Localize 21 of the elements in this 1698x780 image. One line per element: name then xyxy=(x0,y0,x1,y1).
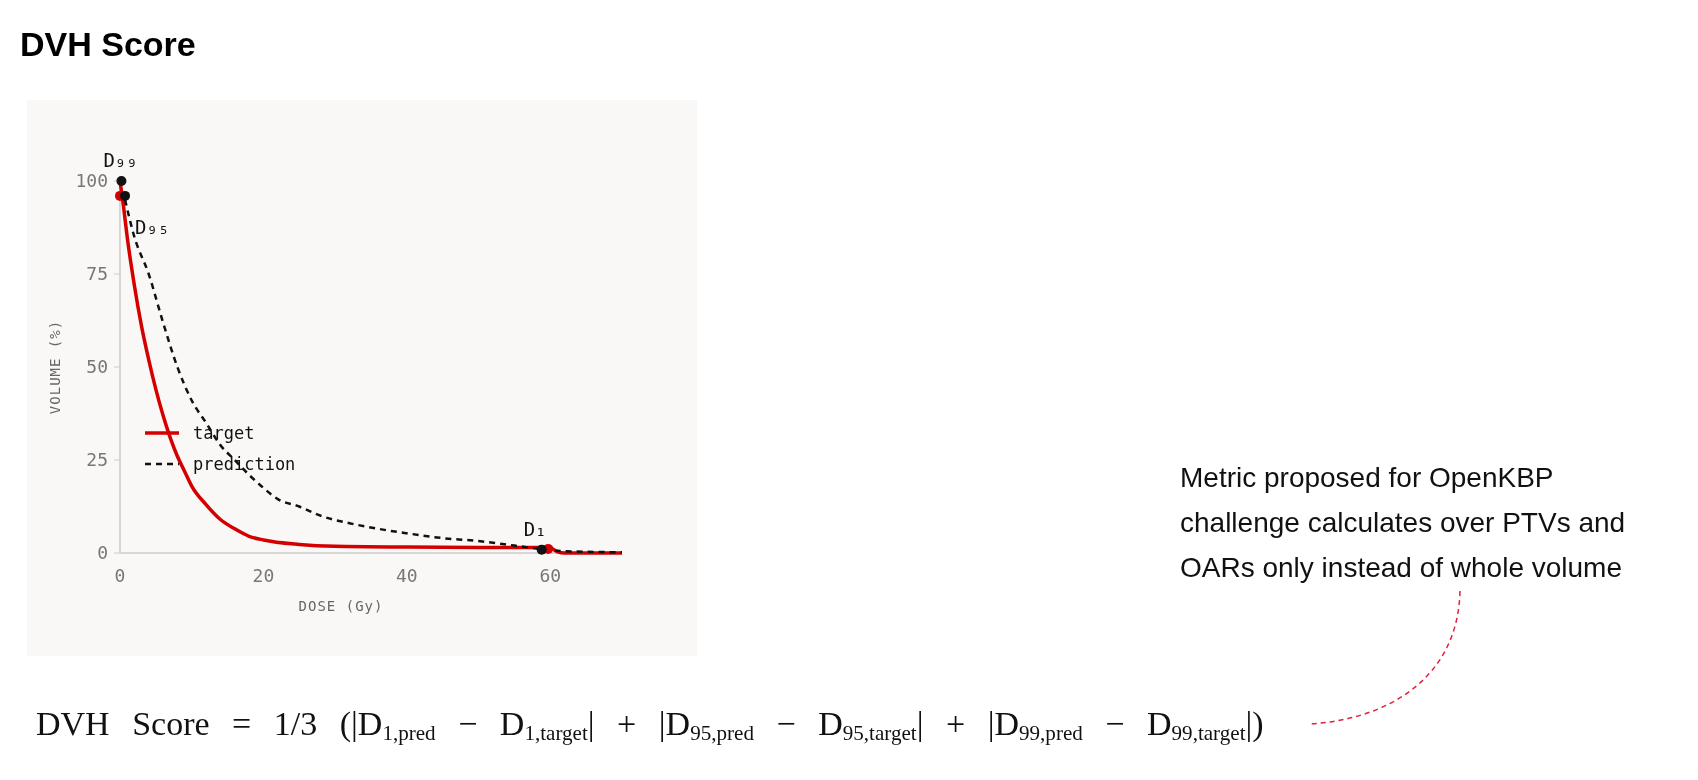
annotation: D₉₉ xyxy=(103,149,138,171)
text: Metric proposed for OpenKBP challenge calculates over PTVs and OARs only instead of whole volume xyxy=(1180,462,1626,583)
x-tick-label: 20 xyxy=(252,565,275,586)
y-tick-label: 100 xyxy=(75,170,108,192)
y-tick-label: 25 xyxy=(86,449,108,471)
point xyxy=(120,190,131,201)
point xyxy=(536,544,547,555)
text: DVH Score = 1/3 (|D$_{1,pred}$ − D$_{1,target}$| + |D$_{95,pred}$ − D$_{95,target}$| + |D$_{99,pred}$ − D$_{99,target}$|) xyxy=(36,705,1264,746)
y-tick-label: 50 xyxy=(86,356,108,378)
x-tick-label: 60 xyxy=(539,565,562,586)
chart-title: DVH Score xyxy=(20,25,196,63)
annotation: D₁ xyxy=(523,517,547,540)
legend-label: prediction xyxy=(193,453,296,474)
y-tick-label: 75 xyxy=(86,263,108,285)
y-tick-label: 0 xyxy=(97,542,108,564)
x-tick-label: 40 xyxy=(396,565,418,586)
legend-label: target xyxy=(193,422,255,443)
annotation: D₉₅ xyxy=(135,215,170,238)
y-axis-title: VOLUME (%) xyxy=(47,319,63,415)
x-tick-label: 0 xyxy=(114,565,126,586)
x-axis-title: DOSE (Gy) xyxy=(298,598,384,614)
